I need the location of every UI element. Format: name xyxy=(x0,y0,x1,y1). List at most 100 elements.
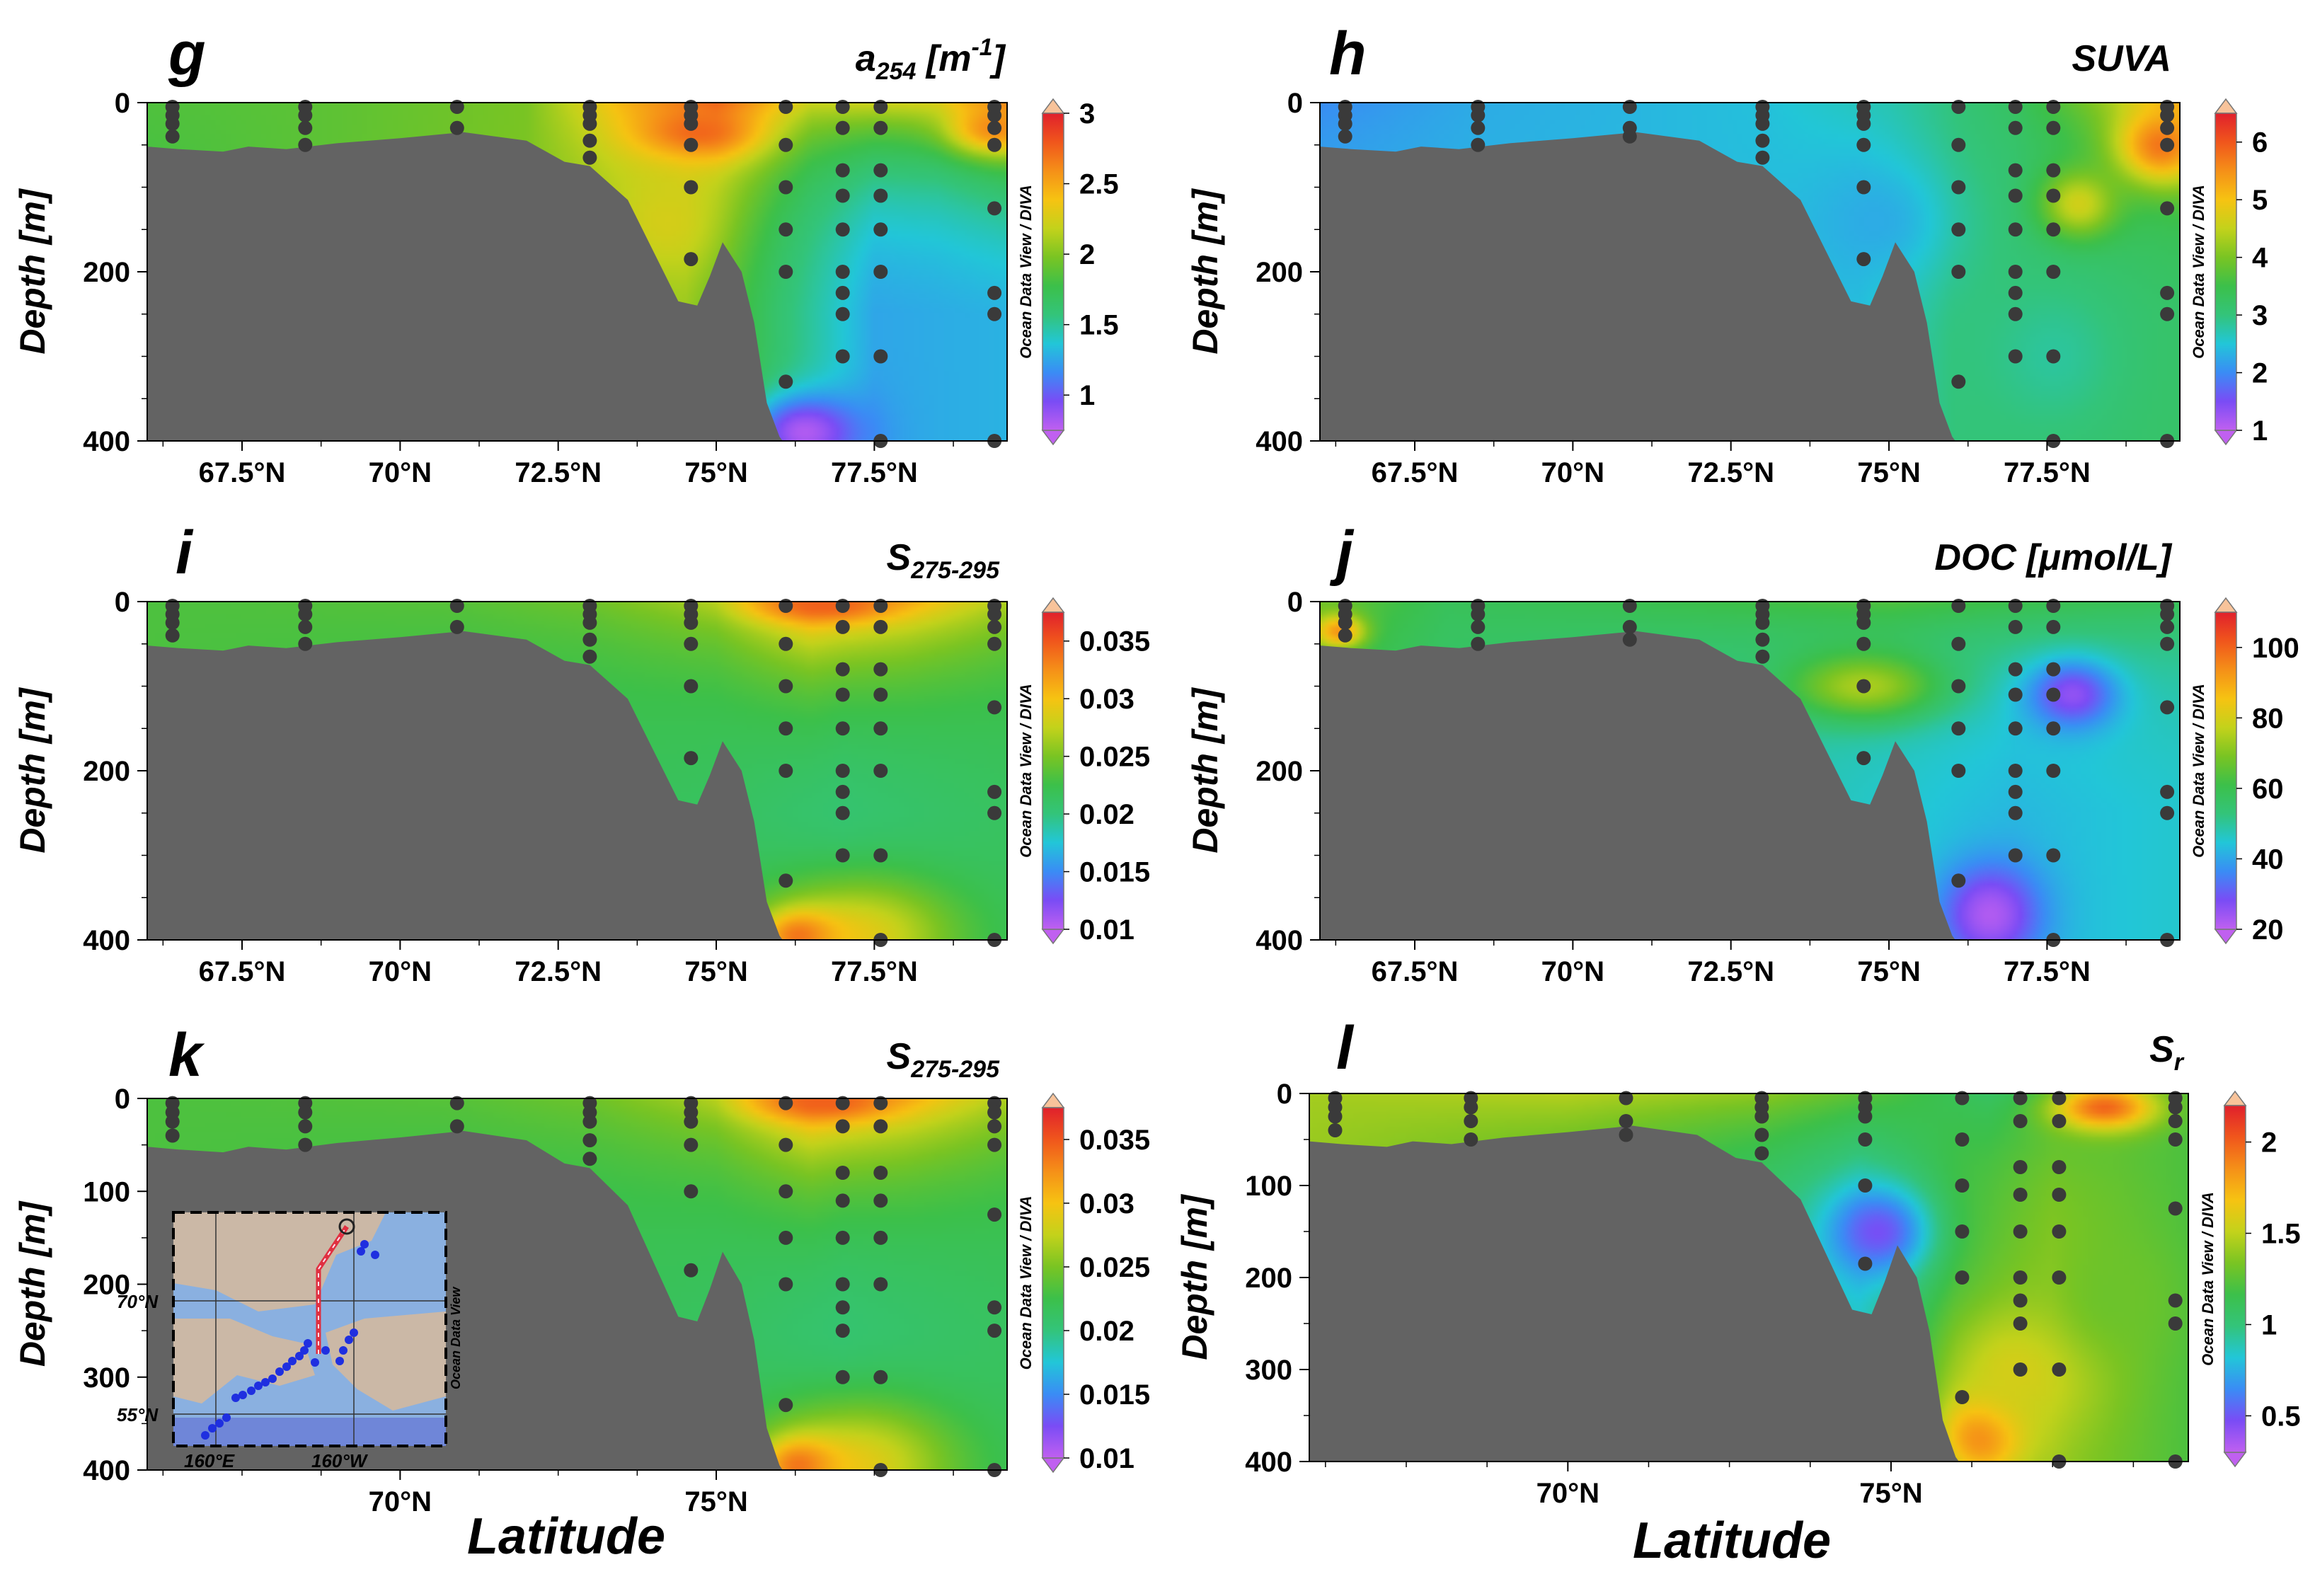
colorbar xyxy=(2215,612,2237,930)
station-sample-dot xyxy=(987,784,1002,799)
station-sample-dot xyxy=(2046,349,2061,364)
station-sample-dot xyxy=(298,1119,313,1134)
station-sample-dot xyxy=(835,1370,850,1384)
station-sample-dot xyxy=(1755,116,1770,131)
x-tick-label: 75°N xyxy=(1857,956,1920,987)
inset-station-dot xyxy=(231,1394,240,1402)
station-sample-dot xyxy=(779,1137,793,1152)
station-sample-dot xyxy=(987,1119,1002,1134)
station-sample-dot xyxy=(835,805,850,820)
station-sample-dot xyxy=(835,687,850,702)
x-tick-label: 67.5°N xyxy=(1372,956,1459,987)
station-sample-dot xyxy=(582,649,597,664)
station-sample-dot xyxy=(835,188,850,203)
station-sample-dot xyxy=(582,150,597,165)
latitude-axis-label-left: Latitude xyxy=(467,1508,665,1565)
station-sample-dot xyxy=(779,764,793,778)
station-sample-dot xyxy=(873,188,888,203)
station-sample-dot xyxy=(1856,615,1871,630)
x-tick-label: 77.5°N xyxy=(2004,457,2091,488)
colorbar-tick-label: 0.03 xyxy=(1079,1188,1134,1219)
x-tick-label: 77.5°N xyxy=(831,956,918,987)
x-tick-label: 70°N xyxy=(1541,956,1604,987)
station-sample-dot xyxy=(1328,1109,1343,1124)
station-sample-dot xyxy=(835,619,850,634)
colorbar-max-cap xyxy=(1041,597,1065,613)
panel-letter: g xyxy=(168,20,206,88)
station-sample-dot xyxy=(1754,1146,1769,1161)
station-sample-dot xyxy=(2008,721,2023,736)
colorbar-caption: Ocean Data View / DIVA xyxy=(2190,684,2207,858)
colorbar-tick-label: 0.035 xyxy=(1079,626,1150,658)
station-sample-dot xyxy=(835,1230,850,1245)
colorbar-tick-label: 60 xyxy=(2252,774,2284,805)
colorbar-max-cap xyxy=(1041,1092,1065,1108)
variable-title: DOC [μmol/L] xyxy=(1934,537,2172,578)
station-sample-dot xyxy=(298,636,313,651)
station-sample-dot xyxy=(987,1324,1002,1338)
station-sample-dot xyxy=(2013,1160,2028,1174)
station-sample-dot xyxy=(873,1119,888,1134)
inset-land-north xyxy=(173,1212,386,1311)
inset-station-dot xyxy=(239,1391,247,1399)
panel-l: 70°N 75°N 0 100 200 300 400 Depth [m] l Sr 0.5 1 1.5… xyxy=(1175,1014,2301,1509)
variable-title: S275-295 xyxy=(887,537,1001,584)
station-sample-dot xyxy=(582,116,597,131)
station-sample-dot xyxy=(1951,374,1966,389)
station-sample-dot xyxy=(2008,306,2023,321)
colorbar-tick-label: 20 xyxy=(2252,914,2284,946)
x-tick-label: 70°N xyxy=(1541,457,1604,488)
station-sample-dot xyxy=(873,1193,888,1208)
station-sample-dot xyxy=(2052,1114,2067,1128)
station-sample-dot xyxy=(987,619,1002,634)
station-sample-dot xyxy=(873,1230,888,1245)
x-tick-label: 70°N xyxy=(369,1486,432,1517)
station-sample-dot xyxy=(1951,873,1966,888)
station-sample-dot xyxy=(298,619,313,634)
colorbar-tick-label: 0.035 xyxy=(1079,1125,1150,1156)
station-sample-dot xyxy=(1951,636,1966,651)
station-sample-dot xyxy=(835,1119,850,1134)
y-tick-label: 200 xyxy=(83,257,130,288)
station-sample-dot xyxy=(1471,636,1486,651)
station-sample-dot xyxy=(987,120,1002,135)
variable-title: SUVA xyxy=(2072,38,2171,79)
station-sample-dot xyxy=(2013,1091,2028,1106)
station-sample-dot xyxy=(1471,619,1486,634)
station-sample-dot xyxy=(1755,615,1770,630)
station-sample-dot xyxy=(987,137,1002,152)
inset-station-dot xyxy=(247,1387,255,1395)
station-sample-dot xyxy=(2046,120,2061,135)
colorbar-caption: Ocean Data View / DIVA xyxy=(1017,684,1035,858)
station-sample-dot xyxy=(1622,632,1637,647)
station-sample-dot xyxy=(1951,721,1966,736)
station-sample-dot xyxy=(987,201,1002,216)
station-sample-dot xyxy=(1856,636,1871,651)
panel-k: 70°N 75°N 0 100 200 300 400 Depth [m] k S275-295 0… xyxy=(13,1021,1150,1517)
station-sample-dot xyxy=(1951,265,1966,279)
station-sample-dot xyxy=(1471,120,1486,135)
station-sample-dot xyxy=(298,1105,313,1120)
y-axis-title: Depth [m] xyxy=(13,188,52,355)
station-sample-dot xyxy=(835,1096,850,1110)
colorbar-tick-label: 0.025 xyxy=(1079,742,1150,773)
colorbar-caption: Ocean Data View / DIVA xyxy=(1017,185,1035,359)
station-sample-dot xyxy=(1471,607,1486,621)
station-sample-dot xyxy=(835,1324,850,1338)
x-tick-label: 67.5°N xyxy=(1372,457,1459,488)
station-sample-dot xyxy=(2052,1224,2067,1239)
station-sample-dot xyxy=(2046,163,2061,178)
station-sample-dot xyxy=(779,222,793,237)
colorbar-min-cap xyxy=(2214,430,2238,446)
station-sample-dot xyxy=(2160,108,2175,122)
y-tick-label: 200 xyxy=(1256,257,1303,288)
station-sample-dot xyxy=(2008,163,2023,178)
colorbar-caption: Ocean Data View / DIVA xyxy=(2199,1192,2217,1366)
inset-land-asia xyxy=(173,1319,315,1403)
station-sample-dot xyxy=(835,764,850,778)
station-sample-dot xyxy=(298,120,313,135)
station-sample-dot xyxy=(873,1096,888,1110)
station-sample-dot xyxy=(684,180,699,195)
station-sample-dot xyxy=(684,1184,699,1199)
colorbar-tick-label: 1.5 xyxy=(1079,310,1119,341)
